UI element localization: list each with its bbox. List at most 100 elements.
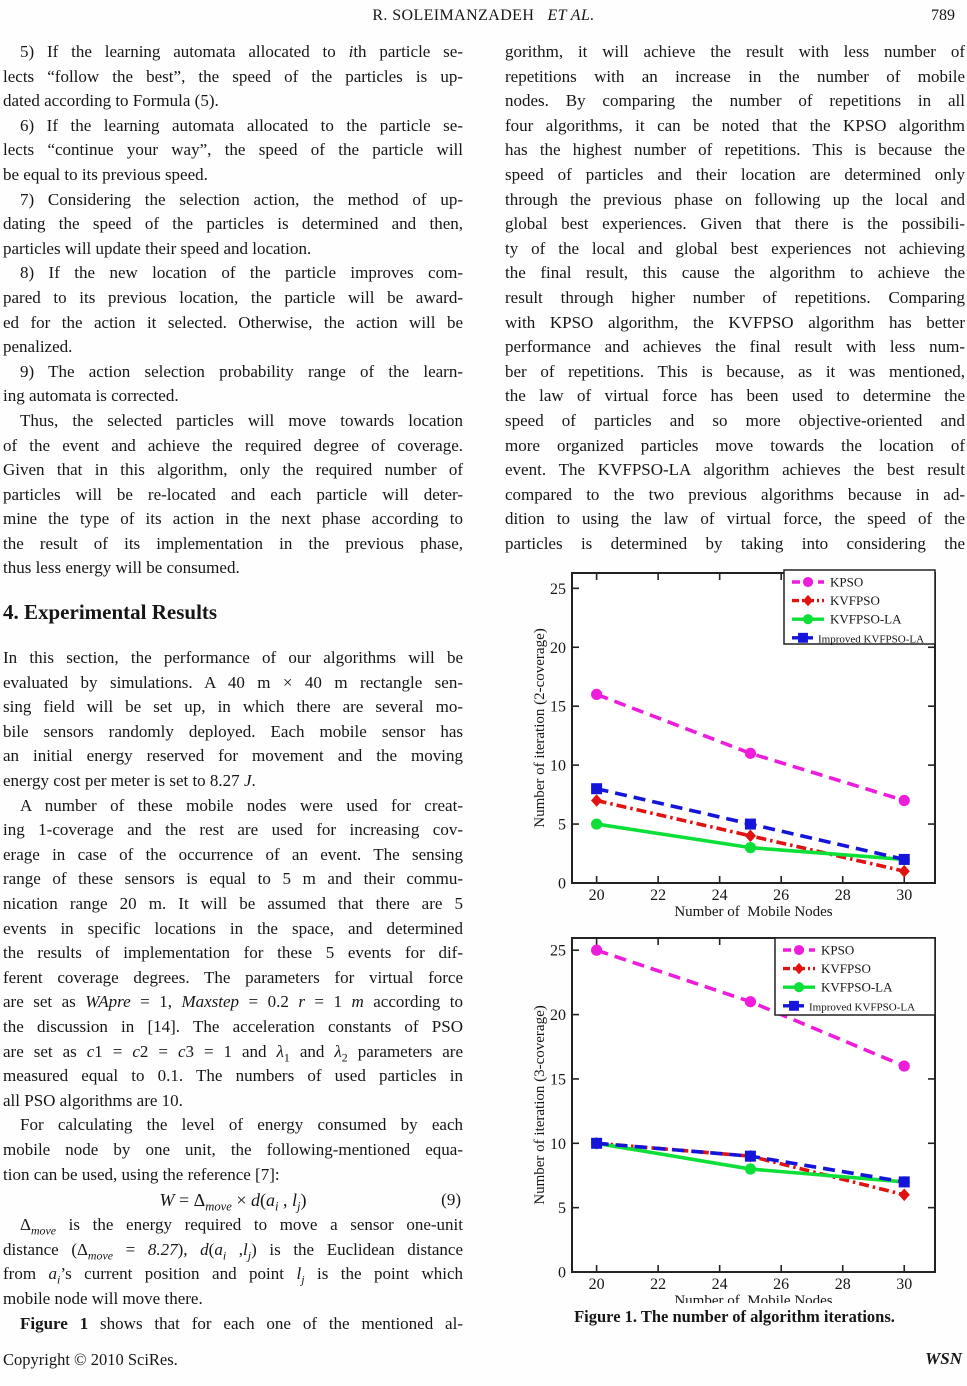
- svg-text:26: 26: [773, 887, 789, 904]
- paragraph: Figure 1 shows that for each one of the …: [3, 1312, 463, 1337]
- text-line: be equal to its previous speed.: [3, 164, 208, 184]
- text-line: range of these sensors is equal to 5 m a…: [3, 869, 463, 889]
- equation-number: (9): [441, 1190, 461, 1210]
- svg-text:KVFPSO-LA: KVFPSO-LA: [830, 612, 902, 627]
- text-line: are set as WApre = 1, Maxstep = 0.2 r = …: [3, 992, 463, 1012]
- svg-text:Number of iteration (2-coverag: Number of iteration (2-coverage): [532, 629, 548, 829]
- svg-text:20: 20: [550, 640, 566, 657]
- svg-text:0: 0: [558, 1265, 566, 1282]
- svg-text:10: 10: [550, 1136, 566, 1153]
- text-line: ing 1-coverage and the rest are used for…: [3, 820, 463, 840]
- text-line: particles will update their speed and lo…: [3, 238, 312, 258]
- right-column-text: gorithm, it will achieve the result with…: [505, 40, 965, 556]
- svg-text:Number of iteration (3-coverag: Number of iteration (3-coverage): [532, 1006, 548, 1206]
- text-line: sing field will be set up, in which ther…: [3, 697, 463, 717]
- running-head-etal: ET AL.: [547, 7, 595, 24]
- svg-text:KPSO: KPSO: [821, 943, 854, 958]
- text-line: erage in case of the occurrence of an ev…: [3, 844, 463, 864]
- chart-3-coverage: 20 22 24 26 28 30 0 5 10 15 20 25 Number of Mobile N…: [532, 937, 936, 1303]
- text-line: the result of its implementation in the …: [3, 533, 463, 553]
- text-line: global best experiences. Given that ther…: [505, 214, 965, 234]
- text-line: lects “follow the best”, the speed of th…: [3, 66, 463, 86]
- text-line: through the previous phase on following …: [505, 189, 965, 209]
- svg-text:0: 0: [558, 876, 566, 893]
- text-line: ty of the local and global best experien…: [505, 238, 965, 258]
- svg-text:KVFPSO-LA: KVFPSO-LA: [821, 980, 893, 995]
- copyright-notice: Copyright © 2010 SciRes.: [3, 1350, 178, 1369]
- text-line: with KPSO algorithm, the KVFPSO algorith…: [505, 312, 965, 332]
- text-line: In this section, the performance of our …: [3, 648, 463, 668]
- running-head-authors: R. SOLEIMANZADEH: [372, 7, 535, 24]
- text-line: event. The KVFPSO-LA algorithm achieves …: [505, 460, 965, 480]
- text-line: lects “continue your way”, the speed of …: [3, 140, 463, 160]
- text-line: nication range 20 m. It will be assumed …: [3, 894, 463, 913]
- equation-body: W = Δmove × d(ai , lj): [159, 1190, 307, 1214]
- svg-text:5: 5: [558, 1201, 566, 1218]
- text-line: 5) If the learning automata allocated to…: [20, 42, 463, 61]
- text-line: evaluated by simulations. A 40 m × 40 m …: [3, 672, 463, 692]
- text-line: the results of implementation for these …: [3, 943, 463, 963]
- equation: W = Δmove × d(ai , lj) (9): [3, 1187, 463, 1213]
- paragraph: In this section, the performance of our …: [3, 646, 463, 794]
- svg-text:24: 24: [712, 1276, 728, 1293]
- text-line: the law of virtual force has been used t…: [505, 386, 965, 406]
- text-line: of the event and achieve the required de…: [3, 435, 463, 455]
- text-line: particles is determined by taking into c…: [505, 533, 965, 553]
- text-line: gorithm, it will achieve the result with…: [505, 42, 965, 61]
- svg-text:24: 24: [712, 887, 728, 904]
- text-line: ferent coverage degrees. The parameters …: [3, 967, 463, 987]
- text-line: repetitions with an increase in the numb…: [505, 66, 965, 86]
- figure-1: 20 22 24 26 28 30 0 5 10 15 20 25 Number of Mobile N…: [530, 563, 965, 1330]
- journal-abbrev: WSN: [925, 1349, 962, 1368]
- text-line: thus less energy will be consumed.: [3, 558, 240, 578]
- svg-text:5: 5: [558, 817, 566, 834]
- svg-text:22: 22: [650, 1276, 666, 1293]
- svg-text:28: 28: [835, 1276, 851, 1293]
- paragraph: 9) The action selection probability rang…: [3, 360, 463, 409]
- text-line: the discussion in [14]. The acceleration…: [3, 1016, 463, 1036]
- text-line: dition to using the law of virtual force…: [505, 509, 965, 529]
- paragraph: Δmove is the energy required to move a s…: [3, 1213, 463, 1311]
- text-line: measured equal to 0.1. The numbers of us…: [3, 1066, 463, 1086]
- text-line: A number of these mobile nodes were used…: [20, 795, 463, 815]
- svg-text:30: 30: [896, 887, 912, 904]
- text-line: penalized.: [3, 337, 73, 357]
- text-line: speed of particles and so more objective…: [505, 410, 965, 430]
- text-line: ed for the action it selected. Otherwise…: [3, 312, 463, 332]
- text-line: speed of particles and their location ar…: [505, 164, 965, 184]
- left-column: 5) If the learning automata allocated to…: [3, 40, 463, 1336]
- svg-text:Improved KVFPSO-LA: Improved KVFPSO-LA: [818, 634, 924, 646]
- svg-text:25: 25: [550, 581, 566, 598]
- text-line: has the highest number of repetitions. T…: [505, 140, 965, 160]
- figure-caption: Figure 1. The number of algorithm iterat…: [574, 1307, 895, 1327]
- svg-text:22: 22: [650, 887, 666, 904]
- right-column: gorithm, it will achieve the result with…: [505, 40, 965, 1330]
- running-head: R. SOLEIMANZADEH ET AL.: [0, 7, 967, 25]
- svg-text:Number of Mobile Nodes: Number of Mobile Nodes: [674, 904, 832, 920]
- text-line: all PSO algorithms are 10.: [3, 1090, 183, 1110]
- text-line: Given that in this algorithm, only the r…: [3, 460, 463, 480]
- text-line: ing automata is corrected.: [3, 386, 179, 406]
- svg-text:KPSO: KPSO: [830, 575, 863, 590]
- text-line: 9) The action selection probability rang…: [20, 361, 463, 381]
- svg-text:26: 26: [773, 1276, 789, 1293]
- svg-text:25: 25: [550, 943, 566, 960]
- text-line: nodes. By comparing the number of repeti…: [505, 91, 965, 111]
- text-line: more organized particles move towards th…: [505, 435, 965, 455]
- text-line: performance and achieves the final resul…: [505, 337, 965, 357]
- text-line: mobile node by one unit, the following-m…: [3, 1139, 463, 1159]
- text-line: 6) If the learning automata allocated to…: [20, 115, 463, 135]
- text-line: Thus, the selected particles will move t…: [20, 410, 463, 430]
- svg-text:20: 20: [589, 1276, 605, 1293]
- text-line: pared to its previous location, the part…: [3, 287, 463, 307]
- text-line: mine the type of its action in the next …: [3, 509, 463, 529]
- text-line: mobile node will move there.: [3, 1288, 203, 1308]
- paragraph: 7) Considering the selection action, the…: [3, 188, 463, 262]
- text-line: four algorithms, it can be noted that th…: [505, 115, 965, 135]
- section-heading: 4. Experimental Results: [3, 600, 218, 625]
- text-line: distance (Δmove = 8.27), d(ai ,lj) is th…: [3, 1239, 463, 1263]
- svg-text:10: 10: [550, 758, 566, 775]
- paragraph: gorithm, it will achieve the result with…: [505, 40, 965, 556]
- svg-text:Improved KVFPSO-LA: Improved KVFPSO-LA: [809, 1002, 915, 1014]
